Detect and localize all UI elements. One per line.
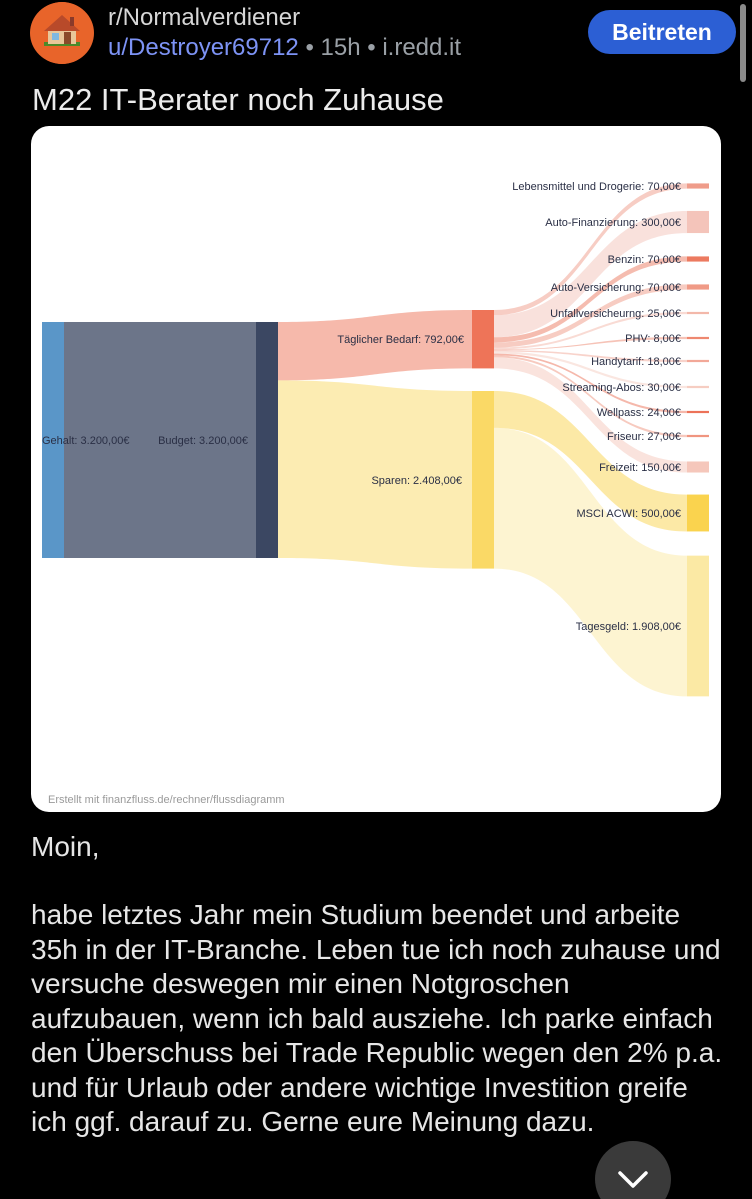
sankey-label-budget: Budget: 3.200,00€ [158,435,248,447]
sankey-node-bedarf [472,310,494,369]
sankey-node-phv [687,336,709,340]
sankey-label-unfall: Unfallversicheurng: 25,00€ [550,308,681,320]
post-domain[interactable]: i.redd.it [382,34,462,61]
sankey-link-bedarf-lebensmittel [494,183,687,316]
sankey-link-bedarf-unfall [494,311,687,350]
sankey-node-benzin [687,256,709,262]
sankey-label-handy: Handytarif: 18,00€ [591,356,681,368]
sankey-link-bedarf-friseur [494,355,687,438]
house-avatar-icon[interactable] [30,2,94,64]
sankey-node-handy [687,359,709,363]
chevron-down-icon [618,1171,648,1188]
sankey-node-unfall [687,311,709,315]
sankey-link-budget-sparen [278,380,472,569]
sankey-node-friseur [687,434,709,438]
post-image[interactable]: Gehalt: 3.200,00€ Budget: 3.200,00€ Täglic… [31,126,721,812]
join-button[interactable]: Beitreten [588,10,736,54]
sankey-label-lebensmittel: Lebensmittel und Drogerie: 70,00€ [512,181,681,193]
post-time: 15h [320,34,361,61]
sankey-link-bedarf-freizeit [494,357,687,473]
post-body: habe letztes Jahr mein Studium beendet u… [31,899,723,1137]
sankey-label-benzin: Benzin: 70,00€ [608,254,681,266]
sankey-link-bedarf-handy [494,350,687,363]
sankey-label-gehalt: Gehalt: 3.200,00€ [42,435,129,447]
sankey-node-streaming [687,385,709,389]
sankey-link-gehalt-budget [64,322,256,558]
sankey-node-gehalt [42,322,64,558]
scrollbar[interactable] [740,4,746,82]
chart-credit: Erstellt mit finanzfluss.de/rechner/flus… [48,794,285,806]
meta-separator: • [305,34,314,61]
sankey-label-bedarf: Täglicher Bedarf: 792,00€ [337,334,464,346]
sankey-node-sparen [472,391,494,569]
sankey-link-sparen-tagesgeld [494,427,687,697]
sankey-node-auto_fin [687,210,709,234]
post-title[interactable]: M22 IT-Berater noch Zuhause [32,82,444,117]
sankey-label-tagesgeld: Tagesgeld: 1.908,00€ [576,621,681,633]
post-greeting: Moin, [31,831,100,862]
sankey-label-friseur: Friseur: 27,00€ [607,431,681,443]
sankey-link-budget-bedarf [278,310,472,381]
sankey-link-bedarf-streaming [494,351,687,389]
sankey-node-tagesgeld [687,555,709,697]
sankey-node-budget [256,322,278,558]
sankey-node-auto_vers [687,284,709,290]
scroll-down-button[interactable] [595,1141,671,1199]
sankey-label-sparen: Sparen: 2.408,00€ [371,475,462,487]
meta-separator: • [367,34,376,61]
sankey-link-bedarf-benzin [494,256,687,343]
sankey-node-msci [687,494,709,532]
sankey-link-bedarf-wellpass [494,353,687,414]
sankey-link-bedarf-phv [494,336,687,351]
sankey-link-bedarf-auto_vers [494,284,687,348]
sankey-node-lebensmittel [687,183,709,189]
sankey-label-freizeit: Freizeit: 150,00€ [599,462,681,474]
sankey-link-sparen-msci [494,391,687,532]
sankey-label-auto_vers: Auto-Versicherung: 70,00€ [551,282,681,294]
sankey-node-wellpass [687,410,709,414]
post-header: r/Normalverdiener u/Destroyer69712 • 15h… [0,0,752,82]
author-link[interactable]: u/Destroyer69712 [108,34,299,61]
sankey-node-freizeit [687,461,709,473]
post-meta: u/Destroyer69712 • 15h • i.redd.it [108,34,461,62]
sankey-chart: Gehalt: 3.200,00€ Budget: 3.200,00€ Täglic… [42,181,709,697]
sankey-label-auto_fin: Auto-Finanzierung: 300,00€ [545,217,681,229]
subreddit-name[interactable]: r/Normalverdiener [108,4,301,31]
sankey-label-phv: PHV: 8,00€ [625,333,681,345]
sankey-label-streaming: Streaming-Abos: 30,00€ [562,382,681,394]
sankey-label-wellpass: Wellpass: 24,00€ [597,407,681,419]
sankey-link-bedarf-auto_fin [494,210,687,338]
sankey-label-msci: MSCI ACWI: 500,00€ [576,508,681,520]
